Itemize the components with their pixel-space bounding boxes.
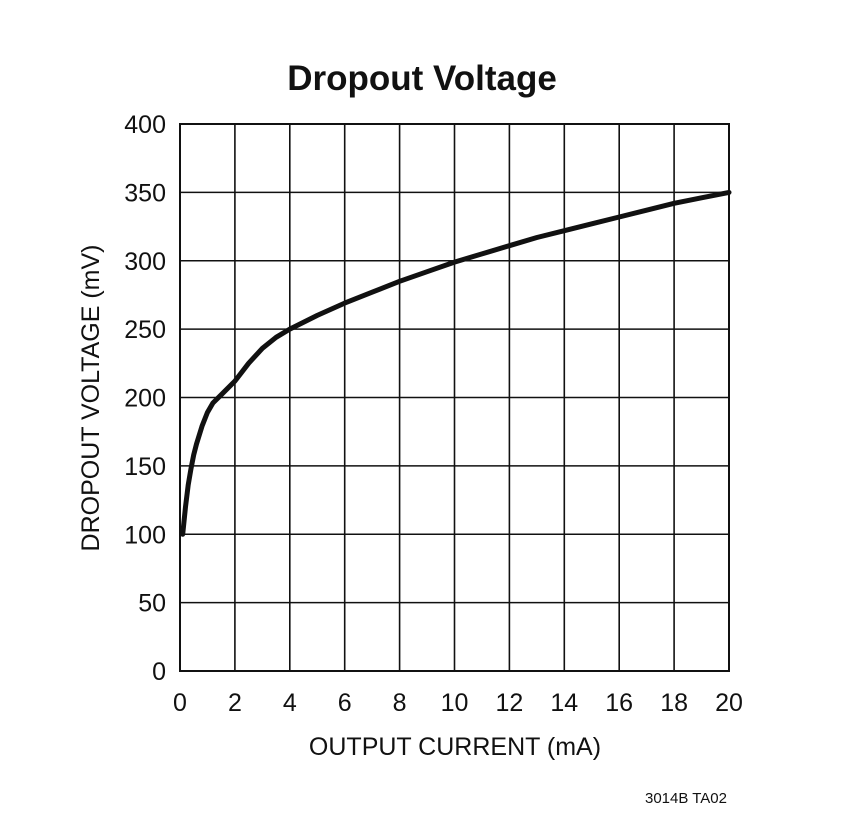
y-tick-label: 0 [152,658,166,686]
x-tick-label: 6 [338,689,352,717]
y-tick-label: 150 [124,453,166,481]
x-tick-label: 20 [715,689,743,717]
y-tick-label: 200 [124,385,166,413]
y-tick-label: 50 [138,590,166,618]
y-tick-label: 400 [124,111,166,139]
x-tick-label: 14 [550,689,578,717]
y-tick-label: 300 [124,248,166,276]
x-tick-label: 12 [495,689,523,717]
x-tick-label: 18 [660,689,688,717]
y-axis-ticks: 0 50 100 150 200 250 300 350 400 [124,111,166,686]
y-tick-label: 100 [124,521,166,549]
y-axis-label: DROPOUT VOLTAGE (mV) [77,245,105,552]
x-tick-label: 2 [228,689,242,717]
x-axis-ticks: 0 2 4 6 8 10 12 14 16 18 20 [173,689,743,717]
x-tick-label: 0 [173,689,187,717]
plot-frame [179,123,730,672]
chart-title: Dropout Voltage [287,59,557,98]
grid [179,123,730,672]
x-tick-label: 8 [393,689,407,717]
figure-code: 3014B TA02 [645,790,727,807]
x-tick-label: 16 [605,689,633,717]
y-tick-label: 250 [124,316,166,344]
x-tick-label: 10 [441,689,469,717]
x-tick-label: 4 [283,689,297,717]
dropout-curve [180,189,732,537]
y-tick-label: 350 [124,179,166,207]
x-axis-label: OUTPUT CURRENT (mA) [309,733,601,761]
